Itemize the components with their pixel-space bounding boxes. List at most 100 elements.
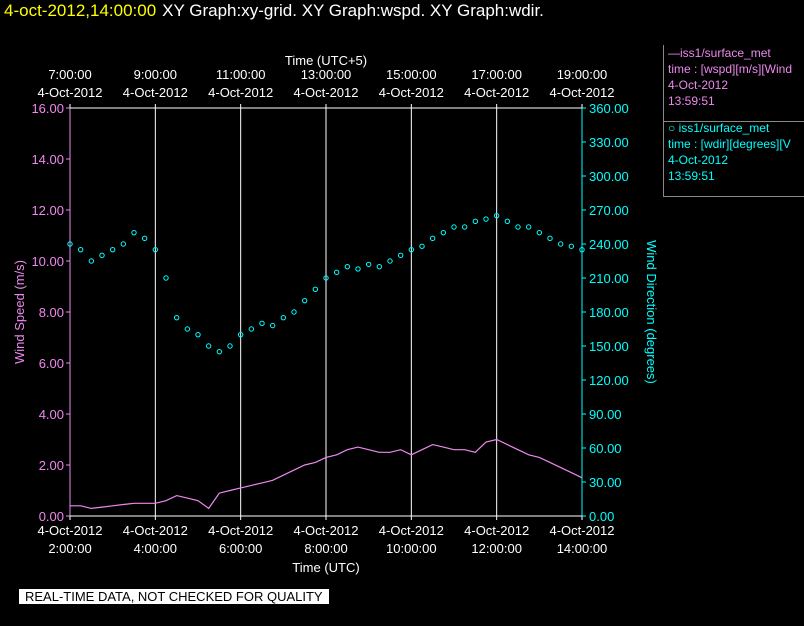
series-wdir-point xyxy=(568,243,575,249)
series-wdir-point xyxy=(259,320,265,327)
bottom-tick-date: 4-Oct-2012 xyxy=(293,523,358,538)
bottom-tick-time: 4:00:00 xyxy=(134,541,177,556)
series-wdir-point xyxy=(237,331,244,338)
bottom-tick-time: 2:00:00 xyxy=(48,541,91,556)
series-wdir-point xyxy=(547,235,553,242)
right-tick-label: 300.00 xyxy=(589,169,629,184)
bottom-tick-date: 4-Oct-2012 xyxy=(208,523,273,538)
series-wdir-point xyxy=(472,218,479,225)
left-tick-label: 8.00 xyxy=(39,305,64,320)
series-wdir-point xyxy=(483,216,489,222)
bottom-tick-time: 14:00:00 xyxy=(557,541,608,556)
right-tick-label: 30.00 xyxy=(589,475,622,490)
left-tick-label: 12.00 xyxy=(31,203,64,218)
series-wspd-line xyxy=(70,438,583,510)
series-wdir-point xyxy=(227,343,233,349)
bottom-tick-date: 4-Oct-2012 xyxy=(37,523,102,538)
series-wdir-point xyxy=(376,263,383,270)
series-wdir-point xyxy=(429,235,436,242)
timestamp: 4-oct-2012,14:00:00 xyxy=(4,1,157,20)
top-tick-date: 4-Oct-2012 xyxy=(208,85,273,100)
series-wdir-point xyxy=(493,212,500,219)
top-tick-time: 15:00:00 xyxy=(386,67,437,82)
series-wdir-point xyxy=(163,275,169,281)
right-tick-label: 90.00 xyxy=(589,407,622,422)
top-tick-time: 13:00:00 xyxy=(301,67,352,82)
right-tick-label: 270.00 xyxy=(589,203,629,218)
bottom-tick-date: 4-Oct-2012 xyxy=(549,523,614,538)
top-tick-date: 4-Oct-2012 xyxy=(379,85,444,100)
left-tick-label: 0.00 xyxy=(39,509,64,524)
series-wdir-point xyxy=(216,348,223,355)
legend-wspd-source: —iss1/surface_met xyxy=(668,46,771,60)
right-tick-label: 120.00 xyxy=(589,373,629,388)
series-wdir-point xyxy=(355,266,361,272)
series-wdir-point xyxy=(88,258,95,264)
series-wdir-point xyxy=(120,241,127,247)
series-wdir-point xyxy=(408,246,415,253)
top-tick-time: 11:00:00 xyxy=(216,67,266,82)
series-wdir-point xyxy=(195,331,201,338)
legend-wdir-time: 13:59:51 xyxy=(668,169,715,183)
left-tick-label: 2.00 xyxy=(39,458,64,473)
series-wdir-point xyxy=(579,246,585,253)
bottom-tick-time: 6:00:00 xyxy=(219,541,262,556)
series-wdir-point xyxy=(67,241,73,247)
right-tick-label: 240.00 xyxy=(589,237,629,252)
series-wdir-point xyxy=(515,224,521,230)
chart-header: 4-oct-2012,14:00:00 XY Graph:xy-grid. XY … xyxy=(4,0,544,22)
series-wdir-point xyxy=(77,246,84,253)
series-wdir-point xyxy=(291,309,297,315)
top-tick-time: 17:00:00 xyxy=(471,67,522,82)
top-tick-date: 4-Oct-2012 xyxy=(549,85,614,100)
series-wdir-point xyxy=(525,224,532,230)
top-tick-time: 9:00:00 xyxy=(134,67,177,82)
right-tick-label: 210.00 xyxy=(589,271,629,286)
left-tick-label: 4.00 xyxy=(39,407,64,422)
quality-notice: REAL-TIME DATA, NOT CHECKED FOR QUALITY xyxy=(19,589,329,604)
legend-wspd-variable: time : [wspd][m/s][Wind xyxy=(668,62,793,76)
series-wdir-point xyxy=(184,326,191,332)
bottom-tick-time: 8:00:00 xyxy=(304,541,347,556)
y-axis-title-right: Wind Direction (degrees) xyxy=(644,240,659,384)
graph-list: XY Graph:xy-grid. XY Graph:wspd. XY Grap… xyxy=(162,1,544,20)
series-wdir-point xyxy=(451,224,457,230)
series-wdir-point xyxy=(365,261,372,268)
series-wdir-point xyxy=(280,314,287,321)
x-axis-title-top: Time (UTC+5) xyxy=(285,53,367,68)
series-wdir-point xyxy=(141,235,148,242)
series-wdir-point xyxy=(248,326,255,332)
bottom-tick-date: 4-Oct-2012 xyxy=(464,523,529,538)
right-tick-label: 330.00 xyxy=(589,135,629,150)
x-axis-title-bottom: Time (UTC) xyxy=(292,560,359,575)
legend-wdir: ○ iss1/surface_met time : [wdir][degrees… xyxy=(663,120,804,197)
series-wdir-point xyxy=(131,229,137,236)
legend-wspd-date: 4-Oct-2012 xyxy=(668,78,729,92)
series-wdir-point xyxy=(536,229,543,236)
series-wdir-point xyxy=(504,218,511,225)
series-wdir-point xyxy=(461,224,468,230)
series-wdir-point xyxy=(205,343,212,349)
series-wdir-point xyxy=(269,322,276,329)
legend-wspd: —iss1/surface_met time : [wspd][m/s][Win… xyxy=(663,45,804,122)
series-wdir-point xyxy=(152,246,159,253)
right-tick-label: 0.00 xyxy=(589,509,614,524)
top-tick-date: 4-Oct-2012 xyxy=(293,85,358,100)
left-tick-label: 14.00 xyxy=(31,152,64,167)
series-wdir-point xyxy=(397,252,404,259)
series-wdir-point xyxy=(419,243,425,249)
left-tick-label: 6.00 xyxy=(39,356,64,371)
top-tick-date: 4-Oct-2012 xyxy=(37,85,102,100)
left-tick-label: 10.00 xyxy=(31,254,64,269)
right-tick-label: 180.00 xyxy=(589,305,629,320)
bottom-tick-time: 12:00:00 xyxy=(471,541,522,556)
top-tick-time: 19:00:00 xyxy=(557,67,608,82)
series-wdir-point xyxy=(323,275,329,281)
series-wdir-point xyxy=(99,252,105,259)
top-tick-time: 7:00:00 xyxy=(48,67,91,82)
series-wdir-point xyxy=(333,269,340,276)
right-tick-label: 150.00 xyxy=(589,339,629,354)
right-tick-label: 60.00 xyxy=(589,441,622,456)
right-tick-label: 360.00 xyxy=(589,101,629,116)
